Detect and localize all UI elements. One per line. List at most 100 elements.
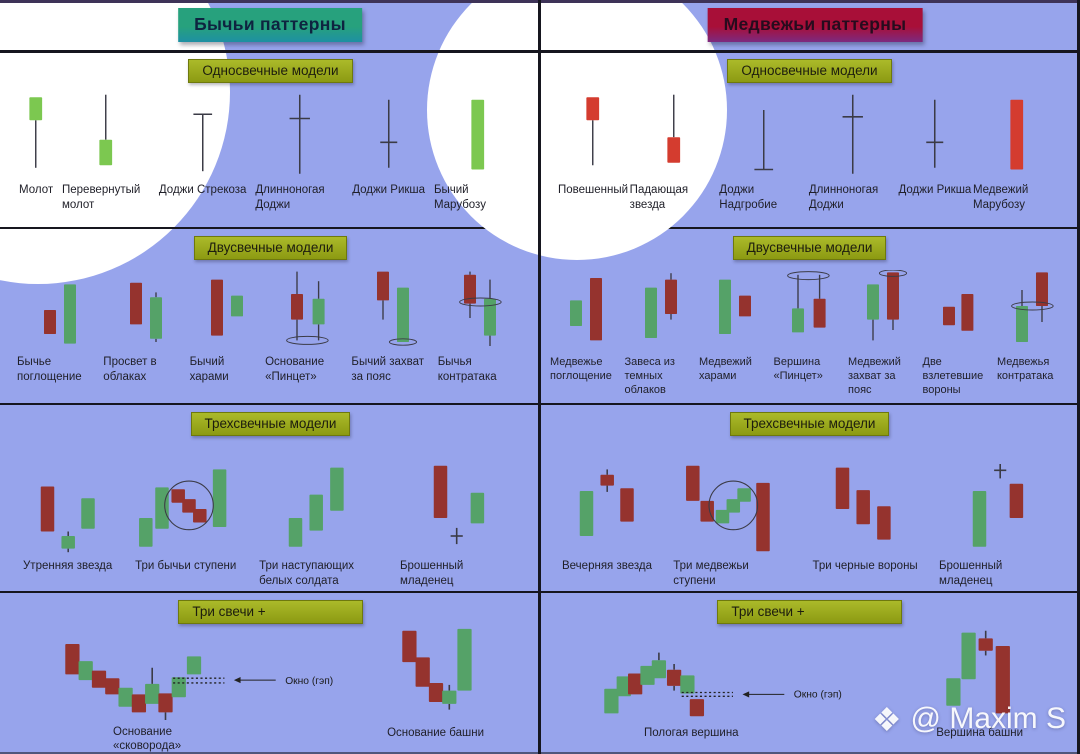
pattern: Бычий харами: [190, 262, 266, 403]
pattern-label: Падающая звезда: [629, 184, 689, 211]
pattern-label: Брошенный младенец: [399, 560, 464, 587]
right-border: [1077, 0, 1080, 754]
pattern: Бычий захват за пояс: [351, 262, 437, 403]
section-tag: Односвечные модели: [727, 59, 892, 83]
pattern-label: Медвежья контратака: [997, 356, 1054, 383]
pattern: Вершина башни: [936, 626, 1023, 754]
pattern-label: Бычий харами: [189, 356, 229, 383]
pattern-candles-svg: [586, 97, 600, 166]
pattern-label: Три черные вороны: [812, 560, 918, 572]
pattern-label: Медвежий харами: [699, 356, 752, 383]
pattern: Длинноногая Доджи: [255, 85, 343, 227]
binance-diamond-icon: ❖: [871, 700, 902, 738]
pattern-candles-svg: [943, 294, 974, 331]
pattern-label: Доджи Рикша: [352, 184, 426, 196]
pattern-label: Пологая вершина: [644, 727, 739, 739]
pattern-candles-svg: [685, 465, 770, 552]
pattern: Окно (гэп) Основание «сковорода»: [61, 625, 346, 754]
pattern-candles-svg: [288, 467, 344, 547]
pattern-candles-svg: [972, 464, 1023, 547]
section-bullish-two-candle: Двусвечные модели Бычье поглощение Просве…: [3, 230, 538, 403]
pattern-label: Основание «сковорода»: [113, 725, 182, 753]
section-tag: Три свечи +: [717, 600, 902, 624]
pattern-candles-svg: [926, 99, 944, 168]
section-bullish-three-plus: Три свечи + Окно (гэп) Основание «сковоро…: [3, 594, 538, 754]
gap-annotation: Окно (гэп): [794, 689, 842, 700]
pattern: Три бычьи ступени: [135, 438, 236, 591]
pattern: Падающая звезда: [630, 85, 718, 227]
pattern-label: Доджи Стрекоза: [158, 184, 247, 196]
pattern-candles-svg: [289, 94, 310, 174]
pattern: Молот: [19, 85, 53, 227]
pattern: Доджи Надгробие: [719, 85, 807, 227]
pattern-label: Доджи Рикша: [898, 184, 972, 196]
pattern-label: Основание «Пинцет»: [265, 356, 325, 383]
pattern: Брошенный младенец: [939, 438, 1057, 591]
pattern-label: Брошенный младенец: [938, 560, 1003, 587]
pattern-candles-svg: [1010, 99, 1024, 170]
pattern: Доджи Рикша: [898, 85, 972, 227]
pattern-candles-svg: [667, 94, 681, 163]
pattern: Медвежье поглощение: [550, 262, 622, 403]
pattern: Три черные вороны: [813, 438, 918, 591]
pattern-label: Три медвежьи ступени: [673, 560, 749, 587]
pattern-label: Молот: [19, 184, 54, 196]
pattern-candles-svg: [99, 94, 113, 166]
pattern-label: Бычья контратака: [437, 356, 497, 383]
pattern-candles-svg: [1010, 272, 1054, 342]
pattern-candles-svg: [29, 97, 43, 168]
pattern: Повешенный: [558, 85, 628, 227]
pattern-candles-svg: [139, 469, 227, 547]
pattern-label: Повешенный: [558, 184, 629, 196]
pattern-label: Вечерняя звезда: [562, 560, 652, 572]
pattern: Доджи Рикша: [352, 85, 425, 227]
pattern: Длинноногая Доджи: [809, 85, 897, 227]
pattern: Просвет в облаках: [103, 262, 189, 403]
pattern-candles-svg: [130, 282, 163, 342]
pattern-candles-svg: [644, 273, 677, 338]
pattern-candles-svg: [945, 630, 1010, 714]
section-tag: Односвечные модели: [188, 59, 353, 83]
watermark: ❖ @ Maxim S: [872, 702, 1066, 736]
gap-annotation: Окно (гэп): [285, 675, 333, 686]
pattern-label: Бычий захват за пояс: [351, 356, 425, 383]
section-bearish-single-candle: Односвечные модели Повешенный Падающая зв…: [542, 53, 1077, 227]
bottom-border: [0, 752, 1080, 754]
section-bullish-three-candle: Трехсвечные модели Утренняя звезда Три бы…: [3, 406, 538, 591]
pattern-label: Бычье поглощение: [17, 356, 82, 383]
bearish-patterns-header: Медвежьи паттерны: [707, 8, 923, 42]
pattern: Завеса из темных облаков: [625, 262, 697, 403]
pattern-label: Просвет в облаках: [103, 356, 157, 383]
pattern-label: Медвежий захват за пояс: [848, 356, 901, 397]
section-tag: Три свечи +: [178, 600, 363, 624]
pattern-label: Медвежий Марубозу: [972, 184, 1029, 211]
pattern-candles-svg: [433, 465, 484, 545]
pattern-label: Вершина башни: [936, 727, 1023, 739]
pattern-label: Бычий Марубозу: [433, 184, 486, 211]
pattern-label: Завеса из темных облаков: [624, 356, 675, 397]
pattern-label: Две взлетевшие вороны: [922, 356, 984, 397]
pattern-candles-svg: [580, 469, 634, 536]
pattern-label: Вершина «Пинцет»: [773, 356, 823, 383]
section-tag: Трехсвечные модели: [729, 412, 890, 436]
pattern-candles-svg: [380, 99, 398, 168]
pattern-label: Три бычьи ступени: [135, 560, 237, 572]
pattern: Медвежья контратака: [997, 262, 1069, 403]
pattern-candles-svg: [835, 467, 891, 540]
pattern-candles-svg: [787, 271, 830, 333]
section-tag: Двусвечные модели: [193, 236, 348, 260]
pattern: Основание башни: [387, 625, 484, 754]
pattern-candles-svg: [866, 270, 907, 341]
pattern: Медвежий захват за пояс: [848, 262, 920, 403]
pattern: Основание «Пинцет»: [265, 262, 351, 403]
section-tag: Двусвечные модели: [732, 236, 887, 260]
section-tag: Трехсвечные модели: [190, 412, 351, 436]
pattern: Две взлетевшие вороны: [923, 262, 995, 403]
pattern: Утренняя звезда: [23, 438, 112, 591]
pattern-candles-svg: Окно (гэп): [65, 643, 333, 720]
pattern-candles-svg: [753, 110, 773, 171]
pattern: Брошенный младенец: [400, 438, 518, 591]
pattern: Бычий Марубозу: [434, 85, 522, 227]
bullish-patterns-header: Бычьи паттерны: [178, 8, 362, 42]
pattern: Окно (гэп) Пологая вершина: [600, 626, 885, 754]
